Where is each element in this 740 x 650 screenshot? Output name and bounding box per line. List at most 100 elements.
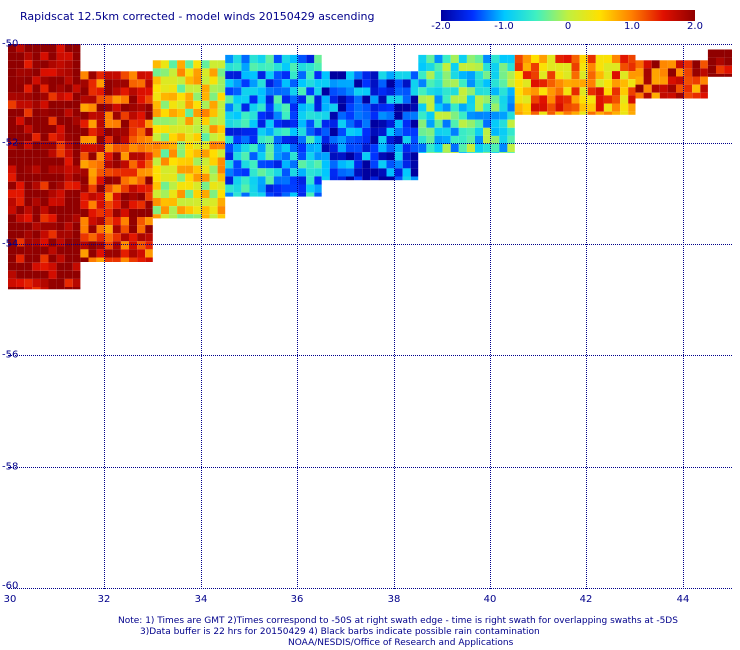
heatmap-cell <box>676 92 685 99</box>
heatmap-cell <box>217 157 226 166</box>
heatmap-cell <box>48 92 57 101</box>
heatmap-cell <box>257 103 266 112</box>
heatmap-cell <box>8 189 17 198</box>
heatmap-cell <box>120 152 129 161</box>
heatmap-cell <box>265 95 274 104</box>
heatmap-cell <box>418 111 427 120</box>
heatmap-cell <box>337 111 346 120</box>
heatmap-cell <box>531 79 540 88</box>
heatmap-cell <box>386 95 395 104</box>
heatmap-cell <box>700 60 708 69</box>
heatmap-cell <box>434 127 443 136</box>
heatmap-cell <box>394 127 403 136</box>
heatmap-cell <box>434 71 443 80</box>
heatmap-cell <box>24 181 33 190</box>
heatmap-cell <box>16 238 25 247</box>
heatmap-cell <box>201 206 210 215</box>
heatmap-cell <box>612 54 621 63</box>
heatmap-cell <box>16 254 25 263</box>
heatmap-cell <box>72 157 81 166</box>
heatmap-cell <box>314 111 322 120</box>
heatmap-cell <box>354 176 363 181</box>
heatmap-cell <box>603 71 612 80</box>
heatmap-cell <box>579 63 588 72</box>
heatmap-cell <box>209 125 218 134</box>
heatmap-cell <box>314 152 322 161</box>
heatmap-cell <box>96 160 105 169</box>
colorbar-tick-label: 1.0 <box>624 21 640 32</box>
heatmap-cell <box>337 87 346 96</box>
heatmap-cell <box>241 127 250 136</box>
heatmap-cell <box>48 141 57 150</box>
heatmap-cell <box>426 152 435 153</box>
heatmap-cell <box>563 103 572 112</box>
heatmap-cell <box>354 160 363 169</box>
heatmap-cell <box>249 127 258 136</box>
heatmap-cell <box>265 119 274 128</box>
heatmap-cell <box>265 63 274 72</box>
heatmap-cell <box>314 168 322 177</box>
heatmap-cell <box>579 79 588 88</box>
heatmap-cell <box>40 52 49 61</box>
heatmap-cell <box>56 44 65 53</box>
heatmap-cell <box>40 197 49 206</box>
heatmap-cell <box>225 144 234 153</box>
heatmap-cell <box>290 184 299 193</box>
heatmap-cell <box>72 189 81 198</box>
heatmap-cell <box>290 144 299 153</box>
heatmap-cell <box>651 68 660 77</box>
heatmap-cell <box>402 71 411 80</box>
heatmap-cell <box>193 206 202 215</box>
heatmap-cell <box>281 119 290 128</box>
heatmap-cell <box>96 144 105 153</box>
heatmap-cell <box>129 208 138 217</box>
longitude-label: 42 <box>579 594 593 605</box>
heatmap-cell <box>72 52 81 61</box>
heatmap-cell <box>466 127 475 136</box>
heatmap-cell <box>306 192 315 197</box>
heatmap-cell <box>129 241 138 250</box>
heatmap-cell <box>88 241 97 250</box>
heatmap-cell <box>257 63 266 72</box>
heatmap-cell <box>64 197 73 206</box>
heatmap-cell <box>442 63 451 72</box>
heatmap-cell <box>88 144 97 153</box>
heatmap-cell <box>209 149 218 158</box>
heatmap-cell <box>129 249 138 258</box>
heatmap-cell <box>48 125 57 134</box>
heatmap-cell <box>160 76 169 85</box>
heatmap-cell <box>273 152 282 161</box>
heatmap-cell <box>177 92 186 101</box>
heatmap-cell <box>362 87 371 96</box>
heatmap-cell <box>321 119 330 128</box>
heatmap-cell <box>370 136 379 145</box>
heatmap-cell <box>612 87 621 96</box>
heatmap-cell <box>507 63 515 72</box>
heatmap-cell <box>329 136 338 145</box>
heatmap-cell <box>112 225 121 234</box>
heatmap-cell <box>579 87 588 96</box>
heatmap-cell <box>16 149 25 158</box>
heatmap-cell <box>306 152 315 161</box>
heatmap-cell <box>450 103 459 112</box>
heatmap-cell <box>185 100 194 109</box>
heatmap-cell <box>48 214 57 223</box>
heatmap-cell <box>120 111 129 120</box>
heatmap-cell <box>185 68 194 77</box>
heatmap-cell <box>233 144 242 153</box>
heatmap-cell <box>88 160 97 169</box>
heatmap-cell <box>233 152 242 161</box>
heatmap-cell <box>185 181 194 190</box>
heatmap-cell <box>434 95 443 104</box>
heatmap-cell <box>378 152 387 161</box>
heatmap-cell <box>104 168 113 177</box>
heatmap-cell <box>314 176 322 185</box>
heatmap-cell <box>410 160 419 169</box>
heatmap-cell <box>145 111 153 120</box>
footnote-line: NOAA/NESDIS/Office of Research and Appli… <box>288 638 514 648</box>
heatmap-cell <box>129 103 138 112</box>
heatmap-cell <box>314 184 322 193</box>
heatmap-cell <box>265 79 274 88</box>
heatmap-cell <box>56 165 65 174</box>
heatmap-cell <box>514 111 523 115</box>
